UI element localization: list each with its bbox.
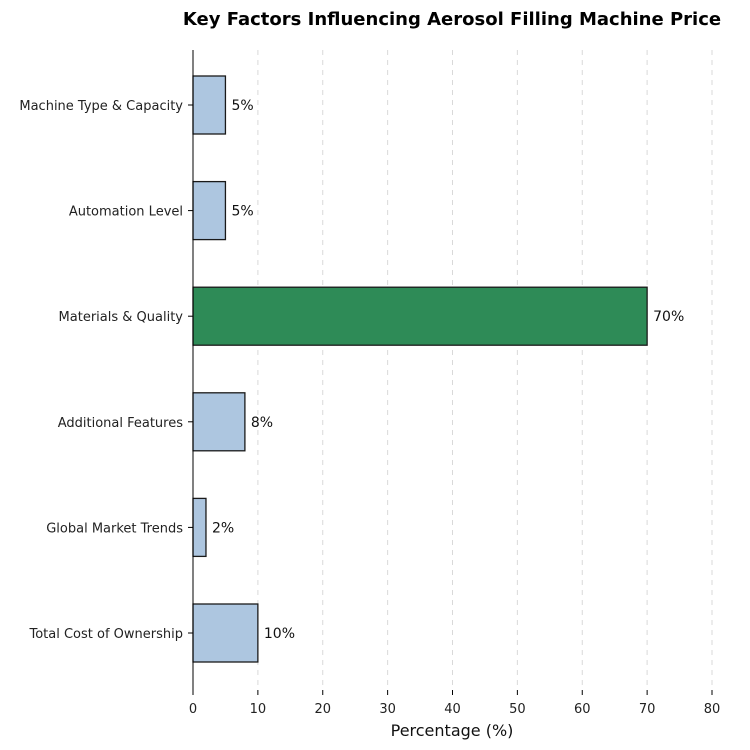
bar xyxy=(192,75,227,135)
x-tick-label: 80 xyxy=(704,702,721,717)
y-category-label: Global Market Trends xyxy=(46,521,183,536)
x-tick-label: 70 xyxy=(639,702,656,717)
y-category-label: Additional Features xyxy=(58,416,184,431)
x-tick-label: 60 xyxy=(574,702,591,717)
data-label: 5% xyxy=(231,98,253,114)
x-tick-label: 0 xyxy=(189,702,197,717)
y-category-label: Total Cost of Ownership xyxy=(28,627,183,642)
x-tick-label: 50 xyxy=(509,702,526,717)
bar xyxy=(192,392,246,452)
bar xyxy=(192,180,227,241)
x-tick-label: 20 xyxy=(314,702,331,717)
y-category-label: Materials & Quality xyxy=(59,310,184,325)
y-category-label: Automation Level xyxy=(69,205,183,220)
data-label: 8% xyxy=(251,415,273,431)
y-category-label: Machine Type & Capacity xyxy=(19,99,183,114)
bar-layer: 5% 5% 70% 8% 2% 10% xyxy=(192,75,684,663)
x-tick-label: 10 xyxy=(250,702,267,717)
data-label: 5% xyxy=(231,204,253,220)
x-axis-label: Percentage (%) xyxy=(391,721,514,740)
data-label: 2% xyxy=(212,520,234,536)
data-label: 10% xyxy=(264,626,295,642)
chart-title: Key Factors Influencing Aerosol Filling … xyxy=(183,9,721,30)
bar xyxy=(192,603,259,663)
x-tick-label: 40 xyxy=(444,702,461,717)
x-tick-label: 30 xyxy=(379,702,396,717)
axis-layer: 0 10 20 30 40 50 60 70 80 Machine Type & Capacity… xyxy=(19,50,720,717)
bar xyxy=(192,286,648,346)
bar xyxy=(192,497,207,558)
data-label: 70% xyxy=(653,309,684,325)
grid-layer xyxy=(257,50,713,690)
